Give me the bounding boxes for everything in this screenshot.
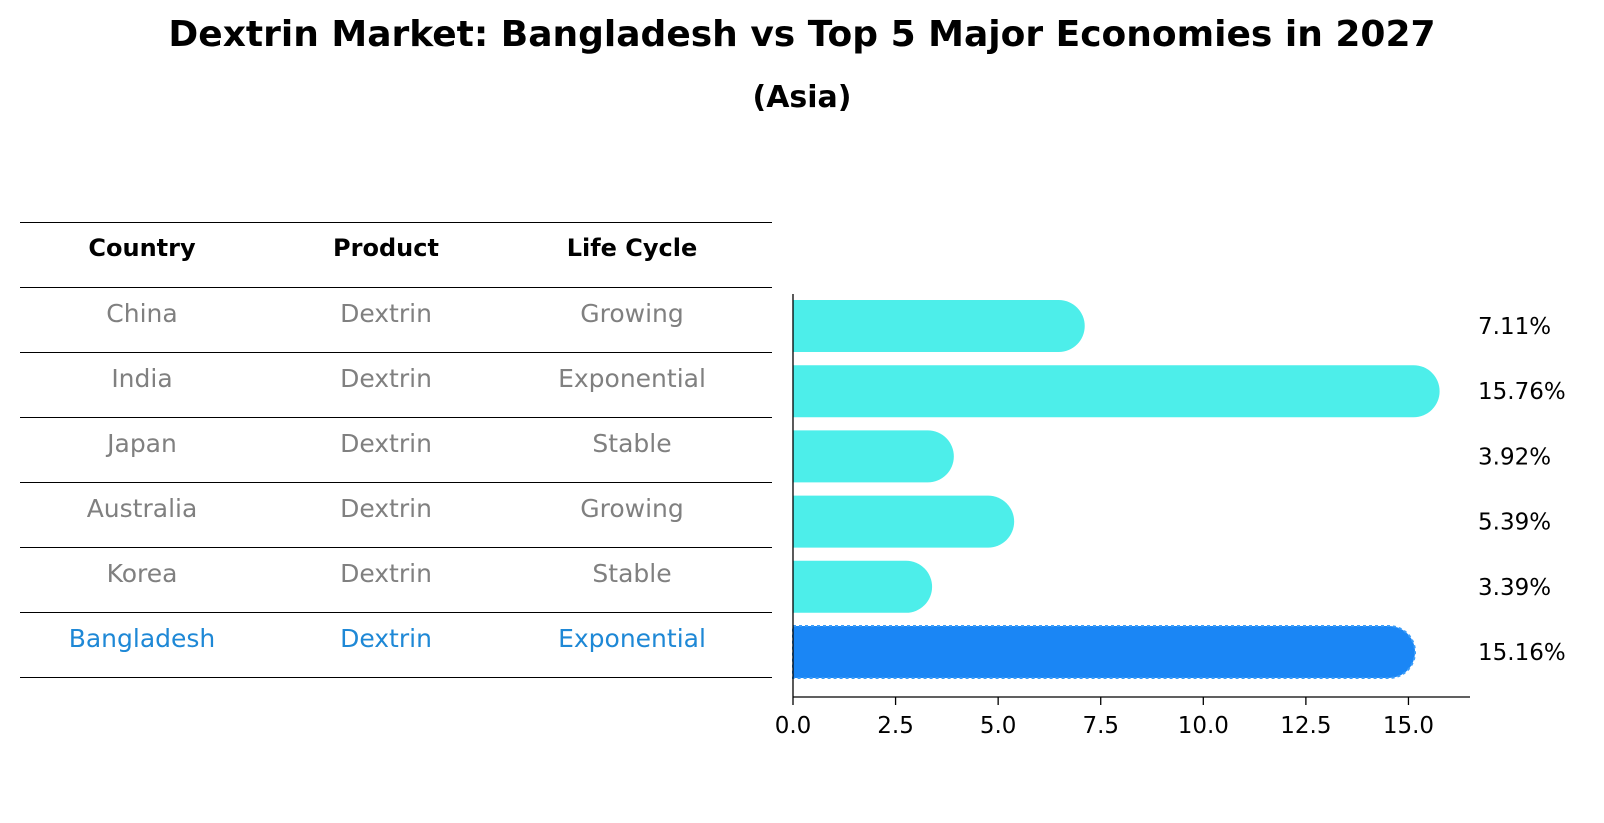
value-label: 3.92% bbox=[1478, 444, 1551, 470]
bars-group bbox=[792, 300, 1440, 679]
bar bbox=[793, 560, 933, 613]
value-labels-group: 7.11% 15.76% 3.92% 5.39% 3.39% 15.16% bbox=[1478, 314, 1566, 666]
value-label: 3.39% bbox=[1478, 575, 1551, 601]
table-cell-country: Japan bbox=[107, 429, 177, 458]
table-cell-country: Australia bbox=[86, 494, 198, 523]
table-cell-product: Dextrin bbox=[340, 364, 432, 393]
table-cell-product-highlight: Dextrin bbox=[340, 624, 432, 653]
table-rule bbox=[20, 287, 772, 288]
table-cell-country: China bbox=[106, 299, 178, 328]
table-cell-product: Dextrin bbox=[340, 559, 432, 588]
table-rule bbox=[20, 417, 772, 418]
table-cell-life-cycle: Growing bbox=[580, 494, 684, 523]
bar-highlight bbox=[792, 625, 1417, 679]
table-cell-life-cycle: Exponential bbox=[558, 364, 706, 393]
bar bbox=[793, 495, 1015, 548]
table-cell-product: Dextrin bbox=[340, 494, 432, 523]
value-label: 7.11% bbox=[1478, 314, 1551, 340]
bar bbox=[793, 430, 954, 483]
x-tick-label: 10.0 bbox=[1178, 713, 1229, 739]
table-rule bbox=[20, 612, 772, 613]
table-cell-product: Dextrin bbox=[340, 429, 432, 458]
chart-title: Dextrin Market: Bangladesh vs Top 5 Majo… bbox=[168, 14, 1436, 55]
value-label: 15.16% bbox=[1478, 640, 1566, 666]
value-label: 15.76% bbox=[1478, 379, 1566, 405]
table-header-life-cycle: Life Cycle bbox=[566, 234, 698, 262]
table-rule bbox=[20, 677, 772, 678]
x-tick-label: 15.0 bbox=[1383, 713, 1434, 739]
x-tick-label: 12.5 bbox=[1280, 713, 1331, 739]
table-cell-country: India bbox=[111, 364, 173, 393]
x-axis: 0.0 2.5 5.0 7.5 10.0 12.5 15.0 bbox=[775, 294, 1470, 739]
table-cell-country-highlight: Bangladesh bbox=[68, 624, 216, 653]
table-cell-product: Dextrin bbox=[340, 299, 432, 328]
x-tick-label: 5.0 bbox=[980, 713, 1017, 739]
table-rule bbox=[20, 482, 772, 483]
table-rule bbox=[20, 352, 772, 353]
table-cell-life-cycle: Stable bbox=[592, 559, 672, 588]
x-tick-label: 0.0 bbox=[775, 713, 812, 739]
table-header-country: Country bbox=[88, 234, 196, 262]
value-label: 5.39% bbox=[1478, 510, 1551, 536]
table-cell-country: Korea bbox=[106, 559, 178, 588]
table-cell-life-cycle-highlight: Exponential bbox=[558, 624, 706, 653]
table-rule bbox=[20, 222, 772, 223]
table-rule bbox=[20, 547, 772, 548]
table-cell-life-cycle: Growing bbox=[580, 299, 684, 328]
table-cell-life-cycle: Stable bbox=[592, 429, 672, 458]
chart-subtitle: (Asia) bbox=[752, 80, 852, 115]
x-tick-label: 2.5 bbox=[877, 713, 914, 739]
table-header-product: Product bbox=[333, 234, 439, 262]
bar bbox=[793, 300, 1085, 352]
bar bbox=[793, 365, 1440, 418]
x-tick-label: 7.5 bbox=[1082, 713, 1119, 739]
